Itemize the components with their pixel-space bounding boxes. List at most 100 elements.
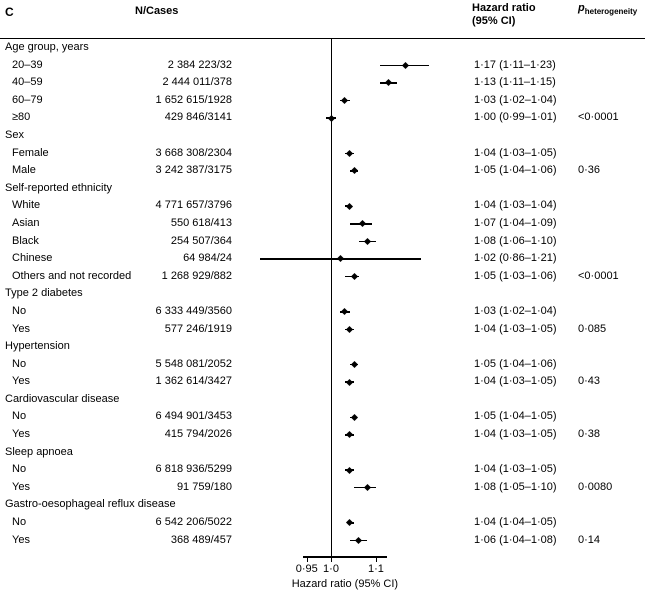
- row-hr-ci-text: 1·04 (1·03–1·05): [474, 322, 557, 335]
- hr-marker: [345, 202, 354, 210]
- p-header-subscript: heterogeneity: [584, 7, 638, 17]
- row-n-cases: 2 384 223/32: [167, 58, 232, 71]
- row-hr-ci-text: 1·05 (1·04–1·05): [474, 410, 557, 423]
- forest-row: No 6 542 206/5022 1·04 (1·04–1·05): [0, 514, 645, 532]
- row-label: No: [12, 516, 27, 529]
- row-n-cases: [135, 285, 232, 303]
- row-p-het-value: [578, 197, 645, 215]
- row-hr-ci-text: [472, 496, 578, 514]
- row-n-cases: 1 362 614/3427: [155, 375, 232, 388]
- row-label: ≥80: [12, 111, 31, 124]
- hr-marker: [336, 255, 344, 263]
- forest-row: Sleep apnoea: [0, 444, 645, 462]
- row-n-cases: 91 759/180: [176, 480, 232, 493]
- row-n-cases: 415 794/2026: [164, 428, 232, 441]
- row-plot-cell: [232, 57, 472, 75]
- hr-marker: [363, 237, 371, 245]
- row-label: Yes: [12, 533, 30, 546]
- row-n-cases: 550 618/413: [170, 216, 232, 229]
- forest-row: 20–39 2 384 223/32 1·17 (1·11–1·23): [0, 57, 645, 75]
- row-p-het-value: [578, 408, 645, 426]
- group-label: Self-reported ethnicity: [5, 181, 112, 194]
- hr-marker: [363, 484, 371, 492]
- row-hr-ci-text: [472, 391, 578, 409]
- forest-row: Male 3 242 387/3175 1·05 (1·04–1·06) 0·36: [0, 162, 645, 180]
- row-hr-ci-text: 1·13 (1·11–1·15): [474, 76, 556, 89]
- row-n-cases: [135, 127, 232, 145]
- row-label: Others and not recorded: [12, 269, 132, 282]
- axis-tick: [331, 556, 332, 562]
- row-n-cases: [135, 444, 232, 462]
- hr-marker: [341, 97, 349, 105]
- row-n-cases: 5 548 081/2052: [155, 357, 232, 370]
- row-plot-cell: [232, 514, 472, 532]
- row-plot-cell: [232, 444, 472, 462]
- row-n-cases: 577 246/1919: [164, 322, 232, 335]
- group-label: Hypertension: [5, 340, 70, 353]
- row-p-het-value: [578, 92, 645, 110]
- p-header-symbol: p: [578, 2, 585, 14]
- row-plot-cell: [232, 338, 472, 356]
- row-p-het-value: 0·43: [578, 375, 601, 388]
- row-p-het-value: [578, 57, 645, 75]
- hr-marker: [345, 378, 354, 386]
- row-label: 20–39: [12, 58, 43, 71]
- axis-tick: [306, 556, 308, 562]
- hr-marker: [341, 308, 349, 316]
- hr-marker: [345, 325, 354, 333]
- forest-row: Chinese 64 984/24 1·02 (0·86–1·21): [0, 250, 645, 268]
- row-p-het-value: [578, 444, 645, 462]
- header-rule: [0, 38, 645, 39]
- row-p-het-value: [578, 496, 645, 514]
- hr-marker: [350, 167, 358, 175]
- row-plot-cell: [232, 250, 472, 268]
- panel-label: C: [5, 5, 14, 19]
- row-n-cases: [135, 496, 232, 514]
- row-plot-cell: [232, 496, 472, 514]
- forest-row: No 6 494 901/3453 1·05 (1·04–1·05): [0, 408, 645, 426]
- row-n-cases: 64 984/24: [183, 252, 232, 265]
- row-hr-ci-text: 1·04 (1·04–1·05): [474, 516, 557, 529]
- row-hr-ci-text: 1·17 (1·11–1·23): [474, 58, 556, 71]
- row-label: White: [12, 199, 41, 212]
- axis-tick-label: 1·1: [368, 563, 384, 575]
- row-p-het-value: [578, 74, 645, 92]
- forest-row: No 6 818 936/5299 1·04 (1·03–1·05): [0, 461, 645, 479]
- row-plot-cell: [232, 145, 472, 163]
- row-hr-ci-text: 1·04 (1·03–1·05): [474, 463, 557, 476]
- row-hr-ci-text: 1·06 (1·04–1·08): [474, 533, 557, 546]
- row-p-het-value: 0·36: [578, 164, 601, 177]
- row-p-het-value: 0·38: [578, 428, 601, 441]
- row-plot-cell: [232, 180, 472, 198]
- row-plot-cell: [232, 321, 472, 339]
- column-header-p-heterogeneity: pheterogeneity: [578, 2, 637, 16]
- axis-tick-label: 1·0: [323, 563, 339, 575]
- forest-row: Self-reported ethnicity: [0, 180, 645, 198]
- column-header-hazard-ratio: Hazard ratio (95% CI): [472, 2, 536, 28]
- hr-marker: [345, 149, 354, 157]
- group-label: Gastro-oesophageal reflux disease: [5, 498, 176, 511]
- forest-row: Asian 550 618/413 1·07 (1·04–1·09): [0, 215, 645, 233]
- row-n-cases: 2 444 011/378: [162, 76, 232, 89]
- row-n-cases: [135, 338, 232, 356]
- column-header-n-cases: N/Cases: [135, 5, 179, 17]
- row-p-het-value: 0·085: [578, 322, 607, 335]
- row-plot-cell: [232, 215, 472, 233]
- row-p-het-value: [578, 514, 645, 532]
- row-plot-cell: [232, 285, 472, 303]
- row-hr-ci-text: 1·05 (1·03–1·06): [474, 269, 557, 282]
- forest-row: Yes 368 489/457 1·06 (1·04–1·08) 0·14: [0, 532, 645, 550]
- row-p-het-value: [578, 127, 645, 145]
- row-hr-ci-text: [472, 285, 578, 303]
- row-n-cases: 6 333 449/3560: [155, 304, 232, 317]
- row-p-het-value: [578, 233, 645, 251]
- row-hr-ci-text: [472, 338, 578, 356]
- forest-row: Yes 577 246/1919 1·04 (1·03–1·05) 0·085: [0, 321, 645, 339]
- forest-row: Yes 91 759/180 1·08 (1·05–1·10) 0·0080: [0, 479, 645, 497]
- forest-row: No 5 548 081/2052 1·05 (1·04–1·06): [0, 356, 645, 374]
- row-label: Male: [12, 164, 36, 177]
- row-hr-ci-text: 1·02 (0·86–1·21): [474, 252, 557, 265]
- row-n-cases: 4 771 657/3796: [155, 199, 232, 212]
- row-label: No: [12, 463, 27, 476]
